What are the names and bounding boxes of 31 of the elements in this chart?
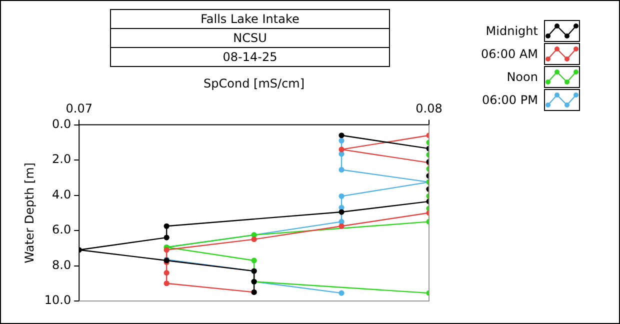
point (251, 236, 257, 242)
point (164, 280, 170, 286)
y-tick-label: 4.0 (52, 187, 72, 202)
x-tick-label: 0.08 (416, 102, 442, 116)
point (338, 223, 344, 229)
point (338, 138, 344, 144)
legend-label: 06:00 PM (482, 92, 538, 106)
chart-title: Falls Lake Intake (110, 9, 390, 29)
point (164, 234, 170, 240)
y-tick-label: 8.0 (52, 258, 72, 272)
point (338, 132, 344, 138)
point (164, 270, 170, 276)
point (338, 166, 344, 173)
chart-subtitle: NCSU (110, 28, 390, 48)
point (338, 193, 344, 199)
y-tick-label: 2.0 (52, 152, 72, 166)
y-axis-title: Water Depth [m] (22, 162, 36, 264)
point (338, 209, 344, 215)
y-tick-label: 10.0 (44, 293, 72, 308)
legend-label: Noon (506, 70, 538, 84)
x-axis-title: SpCond [mS/cm] (204, 76, 305, 90)
point (164, 247, 170, 253)
point (338, 290, 344, 296)
point (164, 223, 170, 229)
point (338, 146, 344, 152)
y-tick-label: 0.0 (52, 116, 72, 131)
text: 08-14-25 (110, 47, 390, 67)
x-tick-label: 0.07 (66, 102, 92, 116)
legend-label: 06:00 AM (481, 46, 538, 60)
legend-label: Midnight (486, 24, 538, 38)
y-tick-label: 6.0 (52, 222, 72, 237)
